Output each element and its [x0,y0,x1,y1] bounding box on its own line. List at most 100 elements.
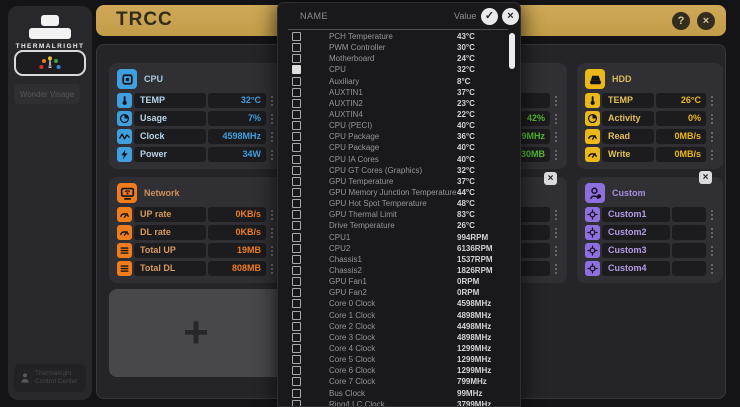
sensor-option-row[interactable]: CPU Package 36°C [278,131,520,142]
row-menu-dots[interactable] [552,111,559,126]
row-menu-dots[interactable] [268,225,275,240]
checkbox[interactable] [292,199,301,209]
sensor-list[interactable]: PCH Temperature 43°C PWM Controller 30°C… [278,31,520,406]
row-menu-dots[interactable] [708,243,715,258]
sensor-option-row[interactable]: Core 4 Clock 1299MHz [278,343,520,354]
checkbox[interactable] [292,299,301,309]
checkbox[interactable] [292,344,301,353]
sensor-option-row[interactable]: CPU IA Cores 40°C [278,154,520,165]
checkbox[interactable] [292,321,301,331]
row-menu-dots[interactable] [268,129,275,144]
row-menu-dots[interactable] [552,207,559,222]
row-menu-dots[interactable] [268,261,275,276]
sensor-option-row[interactable]: GPU Fan2 0RPM [278,287,520,298]
row-menu-dots[interactable] [708,129,715,144]
checkbox[interactable] [292,188,301,198]
sensor-option-row[interactable]: CPU (PECI) 40°C [278,120,520,131]
sensor-option-row[interactable]: CPU 32°C [278,64,520,75]
checkbox[interactable] [292,266,301,276]
sensor-option-row[interactable]: Drive Temperature 26°C [278,220,520,231]
row-menu-dots[interactable] [708,93,715,108]
row-menu-dots[interactable] [268,207,275,222]
sensor-option-row[interactable]: PCH Temperature 43°C [278,31,520,42]
row-menu-dots[interactable] [268,93,275,108]
sensor-option-row[interactable]: Chassis2 1826RPM [278,265,520,276]
sensor-option-row[interactable]: Core 5 Clock 1299MHz [278,354,520,365]
checkbox[interactable] [292,176,301,186]
checkbox[interactable] [292,110,301,120]
add-panel-button[interactable]: + [109,289,283,377]
row-menu-dots[interactable] [268,147,275,162]
sensor-option-row[interactable]: Chassis1 1537RPM [278,254,520,265]
sensor-option-row[interactable]: Core 1 Clock 4898MHz [278,310,520,321]
row-menu-dots[interactable] [268,111,275,126]
sensor-option-row[interactable]: AUXTIN4 22°C [278,109,520,120]
close-card-button[interactable]: × [699,171,712,184]
checkbox[interactable] [292,165,301,175]
sensor-option-row[interactable]: Core 0 Clock 4598MHz [278,298,520,309]
row-menu-dots[interactable] [552,147,559,162]
checkbox[interactable] [292,232,301,242]
row-menu-dots[interactable] [552,129,559,144]
checkbox[interactable] [292,377,301,387]
checkbox[interactable] [292,121,301,131]
checkbox[interactable] [292,254,301,264]
checkbox[interactable] [292,43,301,53]
row-menu-dots[interactable] [708,111,715,126]
sensor-option-row[interactable]: CPU GT Cores (Graphics) 32°C [278,165,520,176]
sensor-option-row[interactable]: Ring/LLC Clock 3799MHz [278,399,520,406]
row-menu-dots[interactable] [552,225,559,240]
sensor-option-row[interactable]: GPU Hot Spot Temperature 48°C [278,198,520,209]
sensor-option-row[interactable]: GPU Fan1 0RPM [278,276,520,287]
row-menu-dots[interactable] [708,225,715,240]
row-menu-dots[interactable] [708,261,715,276]
checkbox[interactable] [292,154,301,164]
row-menu-dots[interactable] [552,261,559,276]
sensor-option-row[interactable]: Core 2 Clock 4498MHz [278,321,520,332]
sensor-option-row[interactable]: AUXTIN1 37°C [278,87,520,98]
checkbox[interactable] [292,76,301,86]
sensor-option-row[interactable]: Motherboard 24°C [278,53,520,64]
modal-close-button[interactable]: × [502,8,519,25]
sensor-option-row[interactable]: CPU2 6136RPM [278,243,520,254]
help-button[interactable]: ? [672,12,690,30]
scrollbar-thumb[interactable] [509,33,515,69]
sensor-option-row[interactable]: Core 6 Clock 1299MHz [278,365,520,376]
sensor-option-row[interactable]: Bus Clock 99MHz [278,388,520,399]
sensor-option-row[interactable]: AUXTIN2 23°C [278,98,520,109]
row-menu-dots[interactable] [268,243,275,258]
checkbox[interactable] [292,243,301,253]
sensor-option-row[interactable]: CPU Package 40°C [278,142,520,153]
sensor-option-row[interactable]: Core 7 Clock 799MHz [278,376,520,387]
checkbox[interactable] [292,388,301,398]
window-close-button[interactable]: × [697,12,715,30]
checkbox[interactable] [292,65,301,75]
checkbox[interactable] [292,399,301,406]
checkbox[interactable] [292,310,301,320]
checkbox[interactable] [292,32,301,42]
checkbox[interactable] [292,366,301,376]
checkbox[interactable] [292,210,301,220]
sensor-option-row[interactable]: GPU Temperature 37°C [278,176,520,187]
row-menu-dots[interactable] [552,93,559,108]
checkbox[interactable] [292,277,301,287]
sensor-option-row[interactable]: Core 3 Clock 4898MHz [278,332,520,343]
sensor-option-row[interactable]: CPU1 994RPM [278,232,520,243]
checkbox[interactable] [292,54,301,64]
wonder-visage-gauge-button[interactable] [14,50,86,76]
checkbox[interactable] [292,355,301,365]
checkbox[interactable] [292,143,301,153]
sensor-option-row[interactable]: PWM Controller 30°C [278,42,520,53]
close-card-button[interactable]: × [544,172,557,185]
row-menu-dots[interactable] [552,243,559,258]
checkbox[interactable] [292,221,301,231]
checkbox[interactable] [292,332,301,342]
row-menu-dots[interactable] [708,207,715,222]
checkbox[interactable] [292,87,301,97]
row-menu-dots[interactable] [708,147,715,162]
sensor-option-row[interactable]: GPU Memory Junction Temperature 44°C [278,187,520,198]
confirm-button[interactable]: ✓ [481,8,498,25]
checkbox[interactable] [292,98,301,108]
checkbox[interactable] [292,288,301,298]
checkbox[interactable] [292,132,301,142]
